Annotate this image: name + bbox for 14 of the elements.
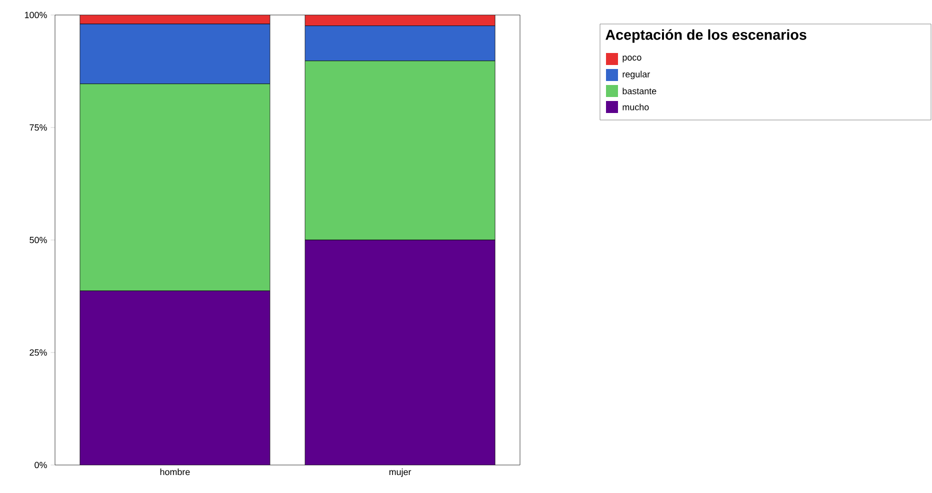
- legend-label: poco: [622, 56, 642, 62]
- legend-label: regular: [622, 70, 650, 80]
- bar: [80, 290, 270, 465]
- y-tick-label: 100%: [24, 12, 47, 18]
- y-tick-label: 75%: [30, 124, 47, 131]
- y-tick-label: 50%: [30, 236, 47, 244]
- legend-label: bastante: [622, 88, 656, 94]
- x-tick-label: hombre: [160, 468, 190, 476]
- x-tick-label: mujer: [389, 468, 412, 477]
- legend-title: Aceptación de los escenarios: [606, 29, 806, 43]
- bar: [304, 240, 496, 465]
- legend-label: mucho: [622, 104, 649, 110]
- y-tick-label: 0%: [34, 462, 47, 468]
- y-tick-label: 25%: [30, 349, 47, 356]
